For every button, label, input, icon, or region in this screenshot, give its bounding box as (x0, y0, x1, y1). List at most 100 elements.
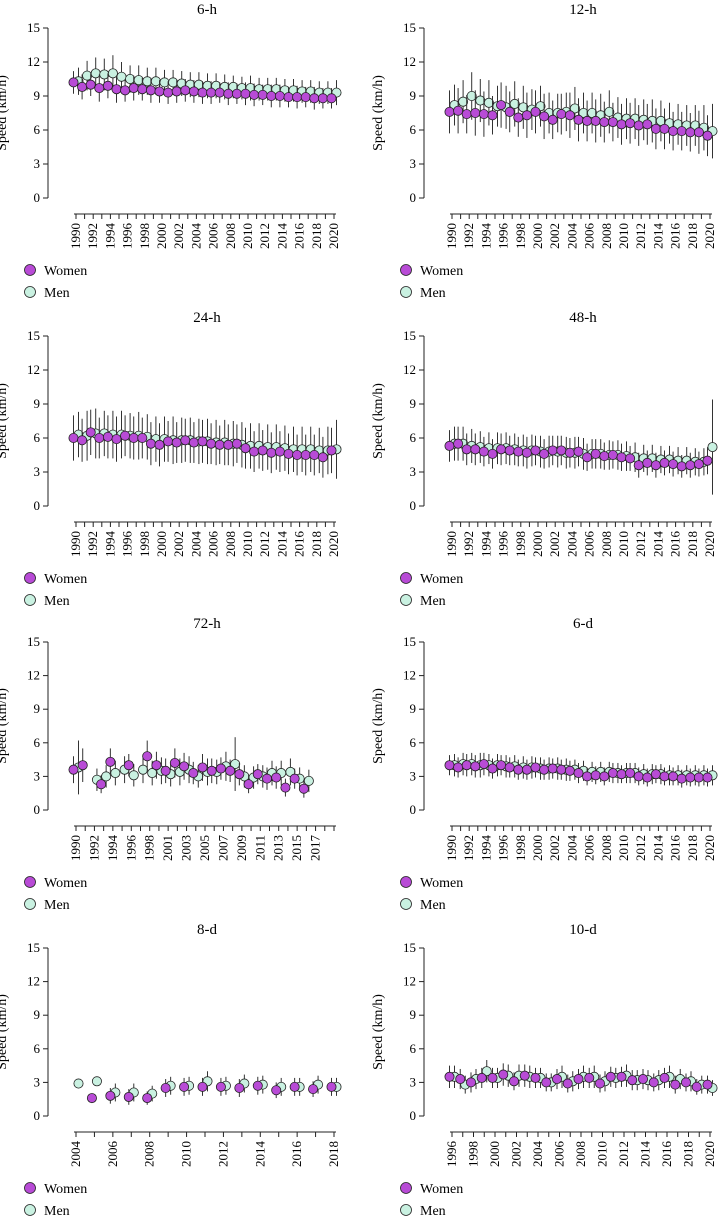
x-tick-label: 2012 (215, 1141, 230, 1167)
y-tick-label: 9 (34, 396, 41, 411)
women-point (188, 86, 199, 97)
women-point (169, 757, 180, 768)
y-tick-label: 9 (410, 1007, 417, 1022)
x-tick-label: 1998 (513, 223, 528, 249)
y-axis-label: Speed (km/h) (0, 75, 10, 151)
legend-men-marker (400, 286, 412, 298)
x-tick-label: 2014 (274, 531, 289, 558)
women-point (197, 87, 208, 98)
women-point (137, 432, 148, 443)
women-point (223, 88, 234, 99)
women-point (197, 1081, 208, 1092)
y-tick-label: 6 (410, 735, 417, 750)
women-point (300, 92, 311, 103)
women-point (496, 760, 507, 771)
women-point (539, 111, 550, 122)
x-tick-label: 2006 (582, 531, 597, 558)
women-point (326, 445, 337, 456)
women-point (633, 120, 644, 131)
x-tick-label: 2008 (223, 531, 238, 557)
women-point (693, 127, 704, 138)
women-point (105, 1090, 116, 1101)
x-tick-label: 2016 (292, 531, 307, 558)
women-point (676, 773, 687, 784)
y-tick-label: 0 (34, 1108, 41, 1123)
women-point (197, 762, 208, 773)
men-point (91, 1076, 102, 1087)
women-point (154, 86, 165, 97)
x-tick-label: 2018 (681, 1141, 696, 1167)
x-tick-label: 1998 (137, 531, 152, 557)
legend-women-label: Women (44, 572, 87, 587)
women-point (659, 1072, 670, 1083)
chart-panel-24-h: 24-h 0 3 6 9 12 15 Speed (km/h) 1990 1992 1994 1996… (0, 310, 342, 609)
women-point (625, 768, 636, 779)
women-point (317, 452, 328, 463)
x-tick-label: 2008 (223, 223, 238, 249)
women-point (504, 445, 515, 456)
women-point (530, 762, 541, 773)
y-axis-label: Speed (km/h) (371, 383, 386, 459)
women-point (215, 1081, 226, 1092)
legend-men-label: Men (420, 594, 446, 609)
women-point (556, 445, 567, 456)
chart-title: 72-h (193, 616, 221, 632)
legend-men-label: Men (44, 898, 70, 913)
y-axis-label: Speed (km/h) (371, 994, 386, 1070)
x-tick-label: 2016 (668, 223, 683, 250)
legend-women-marker (400, 1182, 412, 1194)
women-point (638, 1074, 649, 1085)
women-point (582, 452, 593, 463)
women-point (215, 763, 226, 774)
women-point (461, 760, 472, 771)
x-tick-label: 2018 (309, 531, 324, 557)
x-tick-label: 2016 (668, 835, 683, 862)
women-point (659, 771, 670, 782)
women-point (453, 438, 464, 449)
legend-women-marker (400, 264, 412, 276)
x-tick-label: 2006 (206, 223, 221, 250)
women-point (453, 762, 464, 773)
women-point (240, 443, 251, 454)
chart-title: 24-h (193, 310, 221, 326)
legend-women-marker (24, 264, 36, 276)
women-point (214, 87, 225, 98)
women-point (252, 769, 263, 780)
x-tick-label: 2008 (142, 1141, 157, 1167)
women-point (470, 444, 481, 455)
x-tick-label: 1994 (478, 223, 493, 250)
women-point (607, 117, 618, 128)
women-point (676, 126, 687, 137)
x-tick-label: 2008 (573, 1141, 588, 1167)
y-tick-label: 0 (410, 802, 417, 817)
women-point (564, 110, 575, 121)
x-tick-label: 2016 (289, 1141, 304, 1168)
chart-title: 6-d (573, 616, 593, 632)
women-point (668, 459, 679, 470)
women-point (179, 761, 190, 772)
legend-men-marker (400, 594, 412, 606)
women-point (163, 87, 174, 98)
women-point (137, 84, 148, 95)
women-point (513, 112, 524, 123)
women-point (702, 772, 713, 783)
women-point (257, 89, 268, 100)
women-point (476, 1072, 487, 1083)
chart-panel-72-h: 72-h 0 3 6 9 12 15 Speed (km/h) 1990 1992 1994 1996… (0, 616, 336, 913)
women-point (120, 430, 131, 441)
women-point (257, 445, 268, 456)
x-tick-label: 1998 (137, 223, 152, 249)
women-point (487, 448, 498, 459)
y-tick-label: 0 (410, 498, 417, 513)
women-point (487, 1072, 498, 1083)
y-tick-label: 12 (403, 54, 416, 69)
women-point (111, 84, 122, 95)
legend-men-marker (24, 898, 36, 910)
x-tick-label: 1992 (461, 531, 476, 557)
x-tick-label: 1992 (461, 223, 476, 249)
women-point (77, 435, 88, 446)
legend-men-marker (24, 594, 36, 606)
women-point (283, 448, 294, 459)
x-tick-label: 2018 (685, 531, 700, 557)
x-tick-label: 1996 (123, 835, 138, 862)
